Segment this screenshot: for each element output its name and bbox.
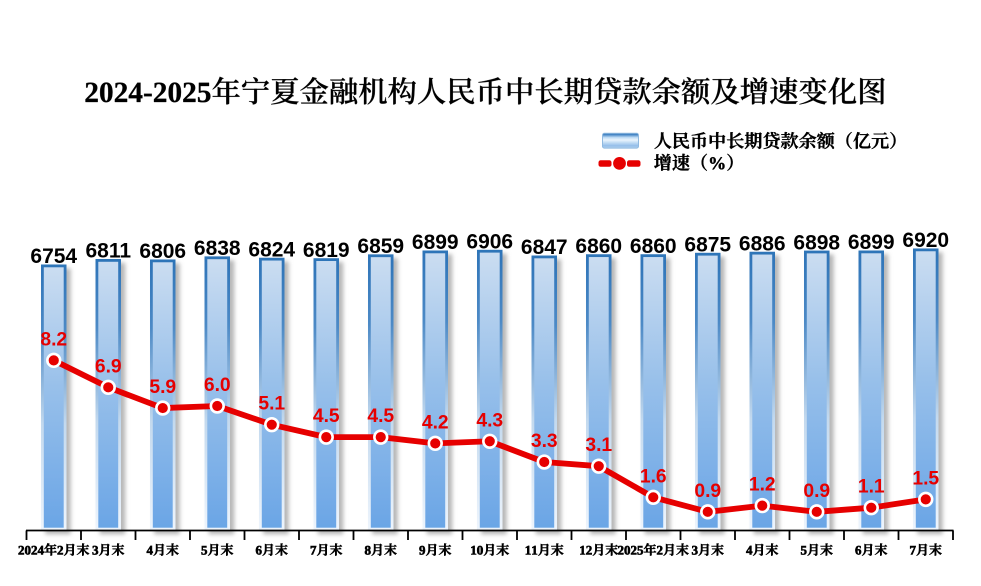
svg-text:6824: 6824 (248, 238, 295, 261)
svg-text:6898: 6898 (793, 231, 840, 254)
svg-text:4.5: 4.5 (313, 406, 340, 427)
svg-text:6875: 6875 (684, 234, 731, 257)
svg-text:5.1: 5.1 (258, 394, 285, 415)
svg-text:6754: 6754 (30, 245, 77, 268)
svg-text:6806: 6806 (139, 240, 186, 263)
svg-text:6811: 6811 (85, 240, 131, 263)
svg-text:1.6: 1.6 (640, 466, 667, 487)
svg-text:3.3: 3.3 (531, 431, 558, 452)
svg-text:6906: 6906 (466, 231, 513, 254)
svg-text:4.5: 4.5 (367, 406, 394, 427)
svg-text:5.9: 5.9 (149, 377, 176, 398)
svg-text:6860: 6860 (630, 235, 677, 258)
svg-text:4.3: 4.3 (476, 410, 503, 431)
svg-text:1.2: 1.2 (749, 475, 776, 496)
svg-text:1.5: 1.5 (912, 468, 939, 489)
svg-text:6920: 6920 (902, 229, 949, 252)
svg-text:0.9: 0.9 (803, 481, 830, 502)
svg-text:1.1: 1.1 (858, 477, 885, 498)
svg-text:6847: 6847 (521, 236, 568, 259)
svg-text:6899: 6899 (848, 231, 895, 254)
svg-text:6899: 6899 (412, 231, 459, 254)
svg-text:6886: 6886 (739, 232, 786, 255)
svg-text:6819: 6819 (303, 239, 350, 262)
svg-text:3.1: 3.1 (585, 435, 612, 456)
svg-text:4.2: 4.2 (422, 412, 449, 433)
svg-text:6.0: 6.0 (204, 375, 231, 396)
svg-text:6838: 6838 (194, 237, 241, 260)
svg-text:6859: 6859 (357, 235, 404, 258)
svg-text:0.9: 0.9 (694, 481, 721, 502)
svg-text:8.2: 8.2 (40, 329, 67, 350)
svg-text:6860: 6860 (575, 235, 622, 258)
svg-text:6.9: 6.9 (95, 356, 122, 377)
